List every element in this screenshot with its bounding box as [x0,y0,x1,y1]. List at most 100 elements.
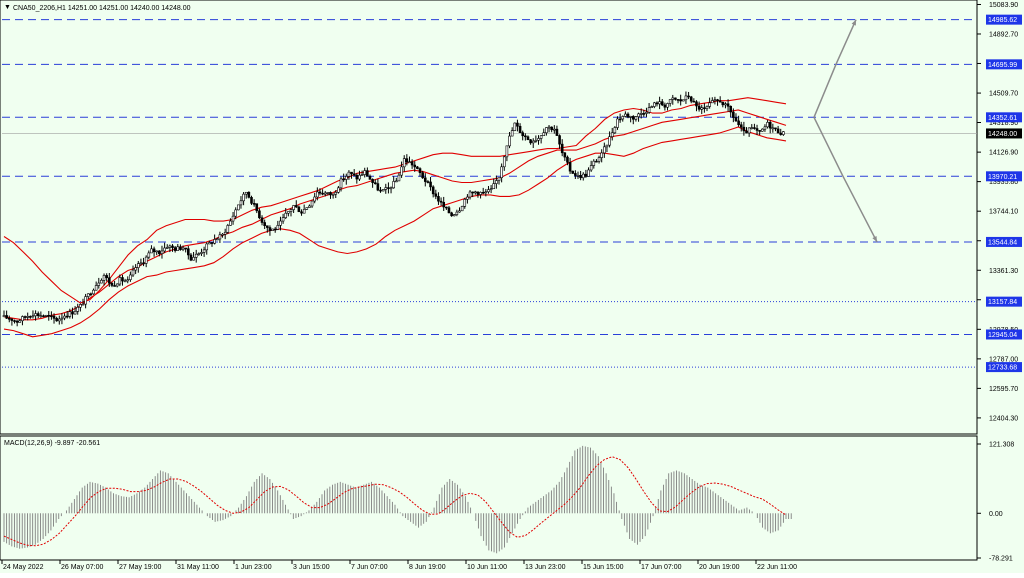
price-axis-label: 13744.10 [989,209,1018,216]
time-axis-label: 7 Jun 07:00 [351,564,388,571]
candle-body [737,120,740,126]
candle-body [466,196,469,200]
candle-body [252,203,256,205]
candle-body [237,204,240,211]
time-axis[interactable]: 24 May 2022 26 May 07:00 27 May 19:00 31 Ma… [1,560,797,571]
candle-body [331,193,335,196]
time-axis-label: 31 May 11:00 [177,564,219,571]
level-price-tag[interactable] [986,59,1022,70]
candle-body [542,132,546,137]
candle-body [484,191,488,194]
price-axis[interactable]: 15083.9014892.7014701.6014509.7014318.90… [977,2,1022,563]
candle-body [10,318,14,321]
candle-body [350,171,353,175]
candle-body [55,318,58,322]
candle-body [716,99,719,102]
bollinger-lower-band [3,126,787,338]
candle-body [371,179,374,183]
candle-body [329,192,332,196]
candle-body [608,136,611,146]
candle-body [545,127,548,134]
candle-body [463,199,467,207]
candle-body [460,206,464,212]
candle-body [739,124,743,128]
level-price-tag-label: 14352.61 [988,115,1017,122]
candle-body [50,315,53,318]
candle-body [15,320,19,323]
candle-body [758,130,761,132]
candle-body [313,196,316,202]
candle-body [745,130,748,134]
time-axis-label: 13 Jun 23:00 [525,564,566,571]
candle-body [18,320,22,323]
price-axis-label: 14509.70 [989,91,1018,98]
candle-body [373,182,377,184]
macd-signal-line [3,456,787,547]
candle-body [560,143,564,154]
current-price-tag-label: 14248.00 [988,131,1017,138]
bollinger-upper-band [3,97,787,304]
candle-body [645,111,648,114]
candle-body [697,105,701,110]
candle-body [587,169,590,177]
candle-body [173,247,177,251]
macd-panel-frame [0,435,978,561]
candle-body [89,293,93,296]
candle-body [292,205,295,210]
candle-body [21,316,24,322]
level-price-tag[interactable] [986,296,1022,307]
candle-body [181,247,185,250]
candle-body [42,315,45,318]
level-price-tag[interactable] [986,236,1022,247]
candle-body [658,101,661,105]
candle-body [234,209,238,217]
candle-body [150,248,153,254]
candle-body [510,130,514,137]
time-axis-label: 8 Jun 19:00 [409,564,446,571]
candle-body [2,315,6,318]
candle-body [202,249,206,253]
candle-body [423,177,427,182]
candle-body [284,212,288,218]
candle-body [650,106,654,108]
candle-body [529,139,532,144]
candle-body [302,209,306,214]
candle-body [165,247,169,249]
candle-body [197,253,201,255]
symbol-info-line: CNA50_2206,H1 14251.00 14251.00 14240.00… [13,5,191,12]
level-price-tag[interactable] [986,329,1022,340]
candle-body [763,126,767,130]
candle-body [479,192,482,195]
candle-body [244,191,248,195]
chart-menu-arrow-icon[interactable]: ▼ [4,4,11,11]
candle-body [94,285,98,291]
candle-body [76,306,80,312]
candle-body [110,282,114,286]
time-axis-label: 17 Jun 07:00 [641,564,682,571]
price-axis-label: 12595.70 [989,386,1018,393]
candle-body [152,248,156,253]
level-price-tag[interactable] [986,14,1022,25]
level-price-tag[interactable] [986,362,1022,373]
candle-body [713,99,717,101]
candle-body [581,173,585,179]
candle-body [621,116,625,120]
candle-body [579,175,582,179]
candle-body [605,144,609,148]
candle-body [610,132,614,137]
candle-body [34,313,37,317]
bollinger-bands [3,97,787,338]
candle-body [626,113,630,118]
candle-body [481,192,485,194]
level-price-tag[interactable] [986,171,1022,182]
candle-body [724,103,727,106]
candle-body [434,193,438,197]
candle-body [310,200,314,207]
candle-body [368,175,372,180]
macd-axis-label: 0.00 [989,511,1003,518]
candle-body [218,234,222,240]
level-price-tag[interactable] [986,112,1022,123]
candle-body [558,135,561,145]
candle-body [687,95,690,98]
